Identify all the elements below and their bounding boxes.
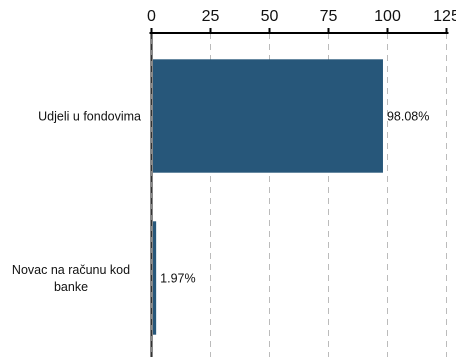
x-tick-label-100: 100 bbox=[374, 8, 401, 25]
category-label-line: banke bbox=[54, 280, 88, 294]
x-tick-label-25: 25 bbox=[202, 8, 220, 25]
data-label-1: 1.97% bbox=[160, 272, 195, 286]
data-label-0: 98.08% bbox=[387, 110, 429, 124]
x-tick-label-125: 125 bbox=[433, 8, 456, 25]
category-label-0: Udjeli u fondovima bbox=[38, 110, 141, 124]
x-tick-label-50: 50 bbox=[261, 8, 279, 25]
category-label-line: Udjeli u fondovima bbox=[38, 110, 141, 124]
bars bbox=[152, 59, 383, 334]
category-label-line: Novac na računu kod bbox=[12, 263, 130, 277]
x-tick-label-0: 0 bbox=[147, 8, 156, 25]
bar-0 bbox=[152, 59, 383, 172]
x-tick-label-75: 75 bbox=[320, 8, 338, 25]
category-label-1: Novac na računu kod banke bbox=[12, 263, 130, 294]
